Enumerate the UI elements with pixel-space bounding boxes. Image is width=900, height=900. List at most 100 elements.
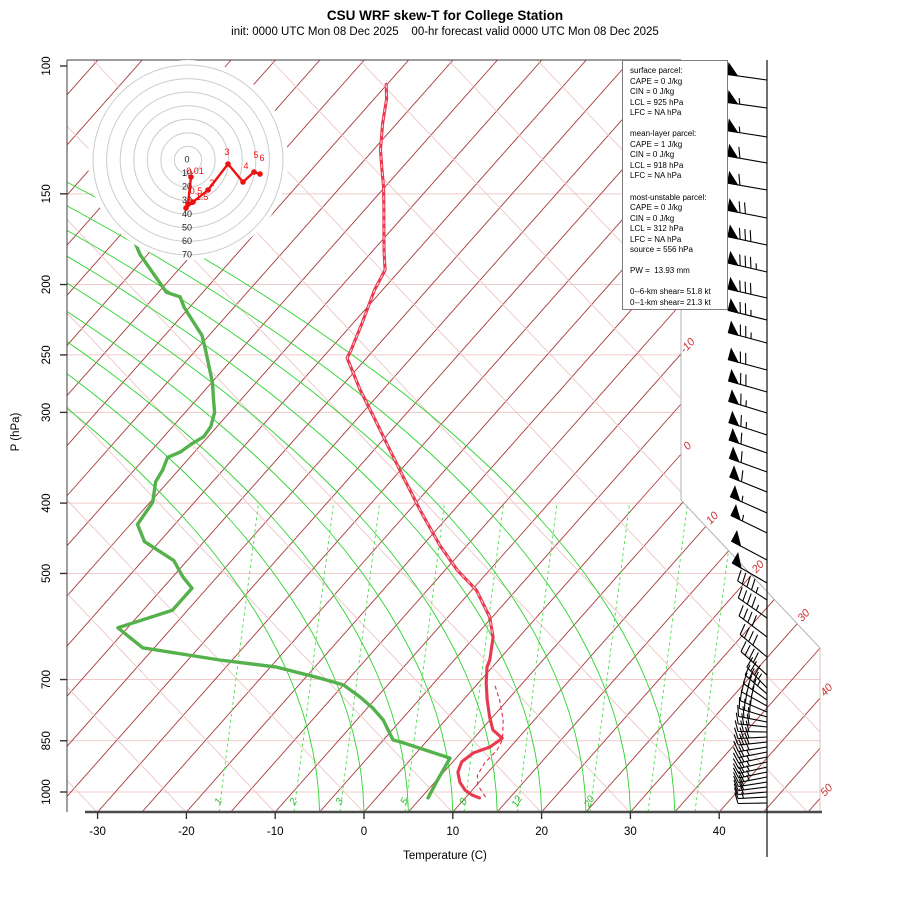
- wind-barbs: [726, 62, 768, 805]
- wind-barb: [729, 485, 768, 514]
- temperature-curve: [345, 82, 504, 800]
- dry-adiabat-line: [67, 60, 542, 812]
- wind-barb: [727, 347, 768, 371]
- wind-barb: [729, 465, 768, 493]
- hodograph-ring: [133, 105, 243, 215]
- mixing-ratio-line: [339, 502, 380, 812]
- wind-barb: [726, 90, 768, 109]
- wind-barb: [727, 198, 768, 219]
- wind-barb: [728, 446, 768, 473]
- moist-adiabat-line: [67, 71, 543, 812]
- isotherm-line: [674, 60, 820, 812]
- wind-barb: [726, 143, 768, 164]
- hodograph-ring: [173, 145, 203, 175]
- hodograph-height-label: 0.01: [186, 166, 204, 176]
- isotherm-line: [274, 60, 820, 812]
- isotherm-line: [67, 60, 498, 812]
- isotherm-label: 20: [749, 558, 767, 577]
- wind-barb: [731, 551, 768, 584]
- mixing-ratio-line: [694, 502, 735, 812]
- temp-tick-label: 20: [535, 826, 548, 838]
- dry-adiabat-line: [270, 60, 820, 812]
- mixing-ratio-label: 12: [510, 794, 525, 810]
- pressure-tick-label: 500: [41, 564, 53, 583]
- hodograph-trace-point: [240, 179, 246, 185]
- hodograph-trace-point: [225, 161, 231, 167]
- wind-barb: [733, 783, 768, 796]
- dry-adiabat-line: [67, 60, 364, 812]
- isotherm-line: [763, 60, 820, 812]
- hodograph-trace-point: [205, 187, 211, 193]
- isotherm-label: 0: [681, 439, 695, 452]
- pressure-tick-label: 700: [41, 670, 53, 689]
- isotherm-line: [585, 60, 820, 812]
- wind-barb: [737, 587, 768, 619]
- mixing-ratio-line: [404, 502, 445, 812]
- hodograph-ring-label: 20: [182, 182, 192, 192]
- pressure-tick-label: 1000: [41, 779, 53, 805]
- isotherm-line: [67, 60, 676, 812]
- hodograph-height-label: 5: [253, 150, 258, 160]
- wind-barb: [728, 428, 768, 454]
- isotherm-line: [67, 60, 632, 812]
- wind-barb: [746, 657, 768, 689]
- isotherm-line: [807, 60, 820, 812]
- pressure-tick-label: 250: [41, 345, 53, 364]
- isotherm-line: [230, 60, 820, 812]
- temp-tick-label: -20: [178, 826, 195, 838]
- page-title: CSU WRF skew-T for College Station: [326, 8, 564, 23]
- wind-barb: [732, 771, 768, 784]
- pressure-tick-label: 400: [41, 494, 53, 513]
- hodograph-height-label: 6: [259, 153, 264, 163]
- moist-adiabat-line: [67, 71, 498, 812]
- hodograph-ring-label: 50: [182, 222, 192, 232]
- mixing-ratio-line: [517, 502, 558, 812]
- isotherm-line: [67, 60, 410, 812]
- isotherm-line: [630, 60, 820, 812]
- isotherm-line: [67, 60, 587, 812]
- wind-barb: [735, 712, 768, 728]
- pressure-tick-label: 200: [41, 275, 53, 294]
- isotherm-line: [67, 60, 454, 812]
- isotherm-label: 50: [818, 781, 836, 799]
- wind-barb: [727, 298, 768, 321]
- temp-tick-label: 40: [713, 826, 726, 838]
- moist-adiabat-line: [67, 71, 454, 812]
- temp-tick-label: -10: [267, 826, 284, 838]
- hodograph-height-label: 1.5: [196, 192, 209, 202]
- isotherm-line: [0, 60, 53, 812]
- sounding-curves: [116, 82, 504, 800]
- wind-barb: [739, 623, 768, 658]
- wind-barb: [726, 62, 768, 81]
- hodograph-height-label: 1: [188, 197, 193, 207]
- wind-barb: [730, 529, 768, 561]
- isotherm-line: [67, 60, 720, 812]
- dry-adiabat-line: [67, 60, 631, 812]
- hodograph: 0 10 20 30 40 50 60 70 0.01 0.51 1.52 3 45 6: [88, 60, 288, 260]
- moist-adiabat-line: [67, 71, 321, 812]
- wind-barb: [732, 766, 768, 779]
- pressure-tick-label: 150: [41, 184, 53, 203]
- isotherm-line: [541, 60, 820, 812]
- moist-adiabat-line: [67, 71, 676, 812]
- wind-barb: [737, 569, 768, 601]
- temp-tick-label: 30: [624, 826, 637, 838]
- mixing-ratio-label: 5: [399, 796, 412, 807]
- x-axis-title: Temperature (C): [403, 850, 487, 862]
- wind-barb: [726, 118, 768, 138]
- mixing-ratio-label: 2: [287, 796, 300, 808]
- moist-adiabat-line: [67, 71, 587, 812]
- hodograph-background: [88, 60, 288, 260]
- mixing-ratio-line: [463, 502, 504, 812]
- dry-adiabat-line: [181, 60, 820, 812]
- temp-tick-label: 0: [361, 826, 367, 838]
- hodograph-ring-label: 70: [182, 249, 192, 259]
- wind-barb: [733, 779, 768, 792]
- mixing-ratio-line: [589, 502, 630, 812]
- temp-tick-label: 10: [446, 826, 459, 838]
- wind-barb: [726, 170, 768, 191]
- hodograph-trace-point: [188, 174, 194, 180]
- hodograph-ring-label: 30: [182, 195, 192, 205]
